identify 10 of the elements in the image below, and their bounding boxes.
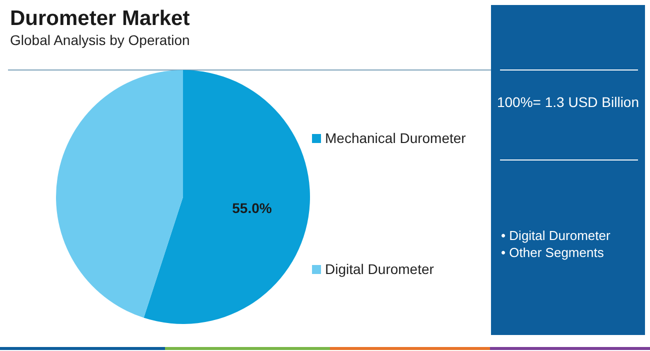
chart-subtitle: Global Analysis by Operation: [10, 32, 190, 48]
text: • Digital Durometer: [501, 228, 611, 243]
data-label: 55.0%: [232, 200, 272, 216]
pie-slice: [56, 70, 183, 318]
pie-slice: [144, 70, 310, 324]
text: 100%= 1.3 USD Billion: [496, 94, 640, 110]
legend-label: Digital Durometer: [325, 261, 434, 277]
chart-title: Durometer Market: [10, 7, 190, 30]
legend-label: Mechanical Durometer: [325, 130, 466, 146]
text: • Other Segments: [501, 245, 604, 260]
